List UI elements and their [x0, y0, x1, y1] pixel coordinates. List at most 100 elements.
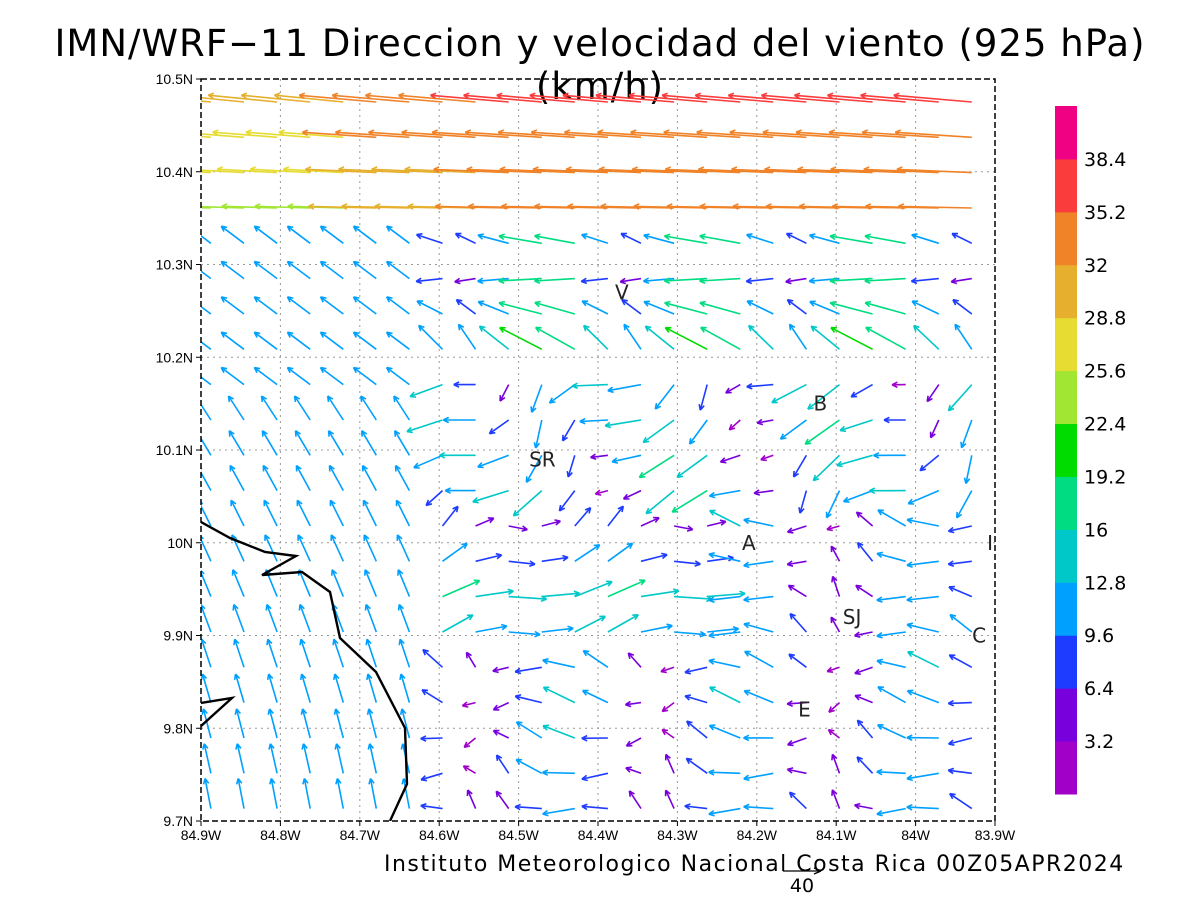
wind-vector-arrow — [409, 383, 443, 398]
wind-vector-arrow — [911, 300, 940, 315]
wind-vector-arrow — [404, 166, 476, 174]
wind-vector-arrow — [745, 277, 774, 285]
wind-vector-arrow — [235, 743, 245, 774]
colorbar-label: 35.2 — [1084, 202, 1126, 224]
wind-vector-arrow — [319, 225, 344, 244]
chart-title: IMN/WRF−11 Direccion y velocidad del vie… — [54, 22, 1146, 108]
colorbar-label: 16 — [1084, 519, 1108, 541]
colorbar-segment — [1055, 529, 1077, 583]
wind-vector-arrow — [826, 666, 840, 673]
wind-vector-arrow — [234, 708, 245, 739]
wind-vector-arrow — [220, 225, 245, 244]
wind-vector-arrow — [709, 509, 741, 527]
wind-vector-arrow — [786, 560, 807, 567]
wind-vector-arrow — [809, 300, 840, 315]
colorbar-segment — [1055, 106, 1077, 160]
wind-vector-arrow — [530, 384, 543, 413]
wind-vector-arrow — [475, 517, 495, 527]
wind-vector-arrow — [478, 325, 510, 350]
wind-vector-arrow — [607, 579, 646, 598]
wind-vector-arrow — [331, 569, 345, 597]
wind-vector-arrow — [455, 298, 477, 315]
wind-vector-arrow — [719, 454, 741, 464]
wind-vector-arrow — [492, 729, 510, 739]
wind-vector-arrow — [201, 340, 212, 350]
wind-vector-arrow — [399, 708, 411, 739]
wind-vector-arrow — [268, 743, 278, 774]
wind-vector-arrow — [273, 92, 344, 103]
wind-vector-arrow — [664, 789, 675, 809]
colorbar-label: 22.4 — [1084, 414, 1126, 436]
wind-vector-arrow — [708, 489, 741, 499]
wind-vector-arrow — [548, 383, 576, 404]
wind-vector-arrow — [869, 487, 906, 495]
wind-vector-arrow — [542, 724, 576, 739]
wind-vector-arrow — [368, 778, 378, 809]
wind-vector-arrow — [329, 499, 345, 527]
wind-vector-arrow — [571, 382, 608, 390]
wind-vector-arrow — [582, 324, 609, 350]
wind-vector-arrow — [216, 166, 278, 174]
wind-vector-arrow — [352, 296, 377, 315]
wind-vector-arrow — [326, 395, 344, 421]
colorbar-label: 38.4 — [1084, 149, 1126, 171]
wind-vector-arrow — [245, 129, 311, 139]
wind-vector-arrow — [743, 772, 774, 782]
wind-vector-arrow — [333, 708, 345, 739]
footer-credit: Instituto Meteorologico Nacional Costa R… — [384, 852, 1125, 877]
wind-vector-arrow — [220, 296, 245, 315]
wind-vector-arrow — [785, 232, 807, 245]
wind-vector-arrow — [352, 225, 377, 244]
wind-vector-arrow — [319, 366, 344, 386]
wind-vector-arrow — [394, 430, 411, 456]
wind-vector-arrow — [947, 525, 972, 534]
wind-vector-arrow — [829, 300, 873, 315]
wind-vector-arrow — [395, 499, 411, 527]
wind-vector-arrow — [300, 708, 311, 739]
wind-vector-arrow — [330, 534, 345, 562]
x-tick-label: 84W — [901, 827, 931, 843]
wind-vector-arrow — [854, 694, 873, 704]
wind-vector-arrow — [747, 324, 774, 350]
wind-vector-arrow — [688, 419, 708, 445]
colorbar-segment — [1055, 688, 1077, 742]
wind-vector-arrow — [264, 534, 278, 562]
wind-vector-arrow — [640, 516, 660, 527]
wind-vector-arrow — [362, 499, 378, 527]
wind-vector-arrow — [856, 541, 874, 562]
colorbar-label: 19.2 — [1084, 466, 1126, 488]
wind-vector-arrow — [830, 616, 841, 633]
wind-vector-arrow — [417, 324, 444, 350]
wind-vector-arrow — [907, 489, 940, 505]
wind-vector-arrow — [201, 432, 212, 456]
place-label: V — [615, 280, 629, 304]
colorbar-segment — [1055, 264, 1077, 319]
reference-vector-arrowhead — [813, 867, 822, 875]
wind-vector-arrow — [640, 623, 673, 633]
wind-vector-arrow — [201, 467, 212, 491]
wind-vector-arrow — [580, 277, 608, 285]
wind-vector-arrow — [581, 734, 608, 742]
wind-vector-arrow — [262, 464, 278, 491]
wind-vector-arrow — [534, 233, 575, 245]
wind-vector-arrow — [267, 708, 278, 739]
wind-vector-arrow — [278, 129, 344, 139]
wind-vector-arrow — [700, 326, 741, 351]
wind-vector-arrow — [299, 638, 311, 668]
wind-vector-arrow — [581, 803, 608, 811]
wind-vector-arrow — [475, 588, 514, 598]
wind-vector-arrow — [366, 708, 378, 739]
wind-vector-arrow — [298, 92, 377, 103]
colorbar-label: 25.6 — [1084, 361, 1126, 383]
wind-vector-arrow — [228, 430, 245, 456]
wind-vector-arrow — [919, 454, 940, 472]
wind-vector-arrow — [442, 579, 481, 598]
wind-vector-arrow — [664, 753, 675, 774]
wind-vector-arrow — [298, 603, 311, 633]
wind-vector-arrow — [788, 323, 808, 350]
wind-vector-arrow — [525, 454, 543, 483]
colorbar-label: 12.8 — [1084, 572, 1126, 594]
wind-vector-arrow — [415, 233, 443, 245]
wind-vector-arrow — [707, 590, 746, 598]
wind-vector-arrow — [542, 769, 575, 776]
